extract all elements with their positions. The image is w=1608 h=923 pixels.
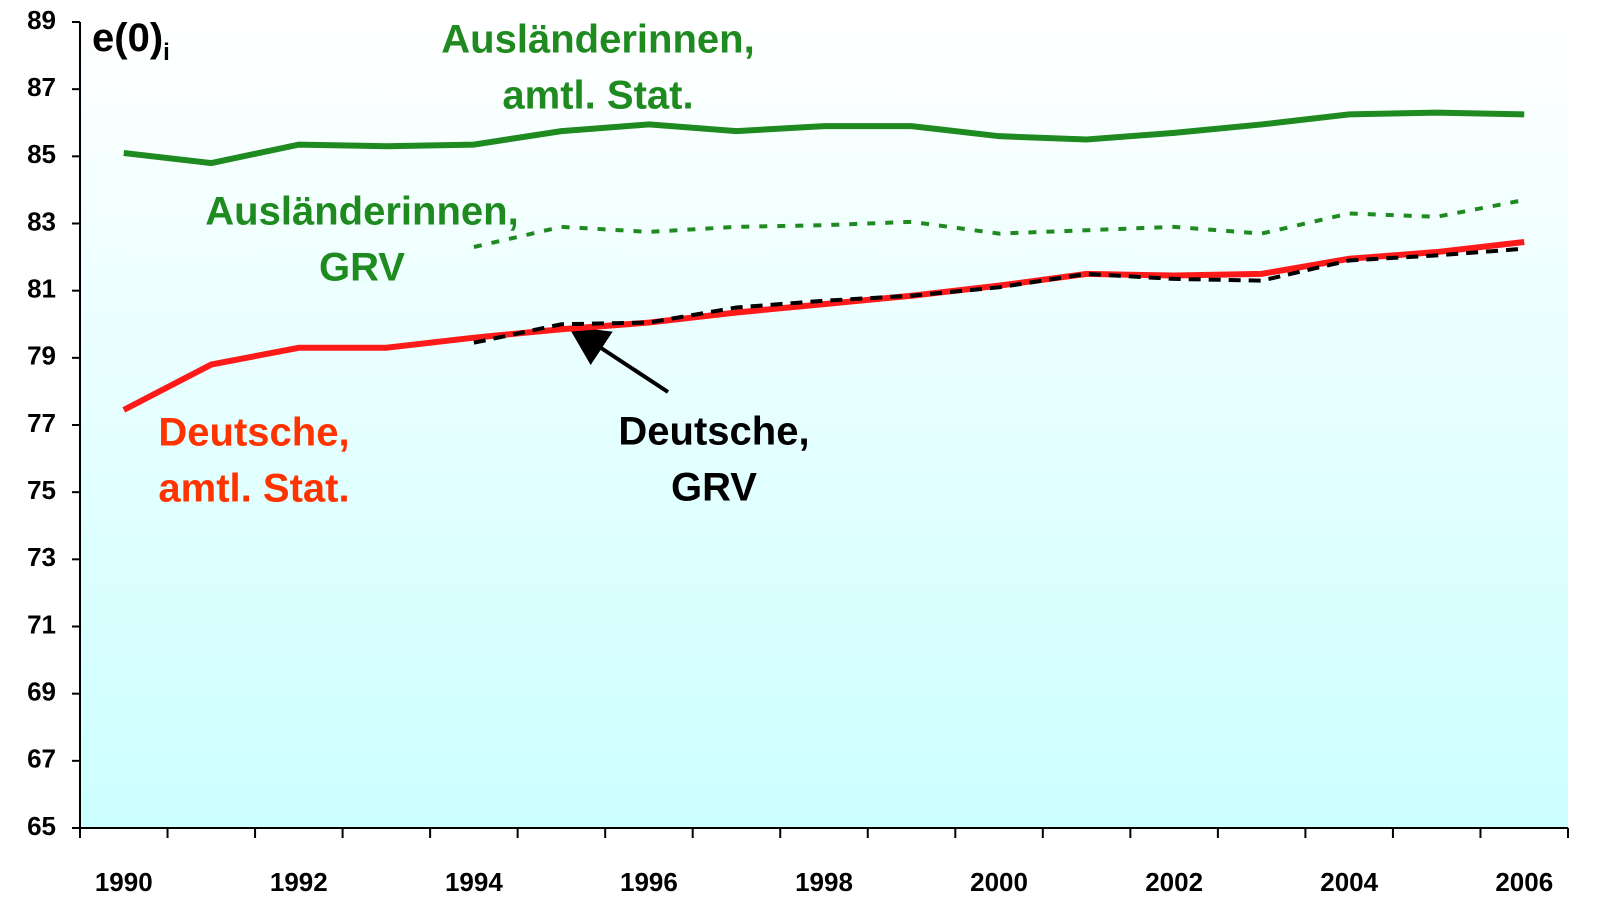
- x-tick-label: 2002: [1145, 867, 1203, 897]
- y-tick-label: 67: [27, 744, 56, 774]
- y-tick-label: 79: [27, 341, 56, 371]
- arrow: [568, 326, 670, 394]
- y-tick-label: 69: [27, 677, 56, 707]
- y-tick-label: 71: [27, 609, 56, 639]
- y-axis-title: e(0)i: [92, 16, 170, 67]
- y-tick-label: 65: [27, 811, 56, 841]
- series-label: amtl. Stat.: [158, 467, 349, 511]
- x-tick-label: 1990: [95, 867, 153, 897]
- x-tick-label: 2004: [1320, 867, 1378, 897]
- series-label: GRV: [319, 246, 405, 290]
- y-tick-label: 83: [27, 206, 56, 236]
- series-label: Ausländerinnen,: [441, 18, 754, 62]
- series-label: Deutsche,: [158, 411, 349, 455]
- series-label: Deutsche,: [618, 410, 809, 454]
- y-tick-label: 89: [27, 5, 56, 35]
- series-label: GRV: [671, 466, 757, 510]
- series-label: amtl. Stat.: [502, 74, 693, 118]
- y-tick-label: 77: [27, 408, 56, 438]
- y-tick-label: 75: [27, 475, 56, 505]
- series-line: [473, 198, 1525, 249]
- y-axis-title-main: e(0): [92, 16, 163, 60]
- y-tick-label: 73: [27, 542, 56, 572]
- series-label: Ausländerinnen,: [205, 190, 518, 234]
- y-tick-label: 87: [27, 72, 56, 102]
- plot-background: [80, 22, 1568, 828]
- y-tick-label: 85: [27, 139, 56, 169]
- x-tick-label: 1994: [445, 867, 503, 897]
- x-tick-label: 2006: [1495, 867, 1553, 897]
- x-tick-label: 2000: [970, 867, 1028, 897]
- x-tick-label: 1998: [795, 867, 853, 897]
- y-tick-label: 81: [27, 274, 56, 304]
- series-line: [122, 238, 1525, 413]
- x-tick-label: 1996: [620, 867, 678, 897]
- x-tick-label: 1992: [270, 867, 328, 897]
- series-line: [123, 109, 1525, 167]
- y-axis-title-sub: i: [163, 39, 170, 66]
- series-line: [473, 246, 1525, 345]
